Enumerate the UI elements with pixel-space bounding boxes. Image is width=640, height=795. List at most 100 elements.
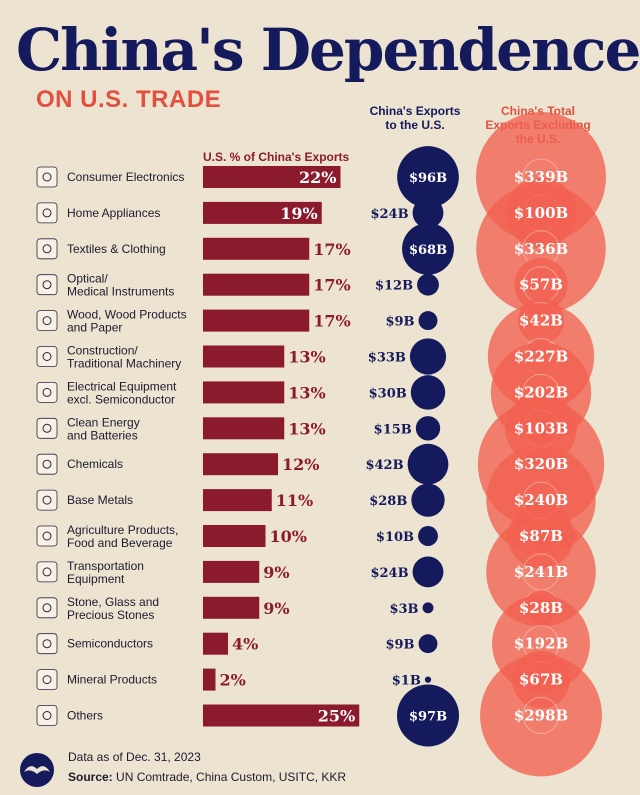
bar-percent-label: 17% <box>313 276 350 295</box>
bubble-us-exports <box>424 676 432 683</box>
others-icon-glyph <box>42 711 52 720</box>
bar-us-percent <box>203 345 285 368</box>
chemicals-icon <box>36 453 58 475</box>
base-metals-icon <box>36 489 58 511</box>
source-label: Source: <box>68 770 113 784</box>
semiconductor-icon <box>36 633 58 655</box>
mineral-icon <box>36 669 58 690</box>
category-label: Optical/Medical Instruments <box>67 272 174 299</box>
bar-percent-label: 17% <box>313 312 350 331</box>
category-label: Home Appliances <box>67 206 160 220</box>
us-exports-value: $33B <box>368 351 406 366</box>
bar-percent-label: 4% <box>232 635 258 654</box>
clothing-icon <box>36 238 58 260</box>
bar-percent-label: 9% <box>263 563 289 582</box>
us-exports-value: $15B <box>374 422 412 437</box>
page-subtitle: ON U.S. TRADE <box>36 86 222 113</box>
total-exports-value: $240B <box>514 491 568 509</box>
category-label: Consumer Electronics <box>67 170 184 184</box>
consumer-electronics-icon-glyph <box>42 172 52 182</box>
us-exports-value: $68B <box>409 243 447 258</box>
us-exports-value: $24B <box>370 566 408 581</box>
bar-percent-label: 13% <box>288 419 325 438</box>
total-exports-value: $298B <box>514 707 568 725</box>
chemicals-icon-glyph <box>42 459 52 469</box>
total-exports-value: $103B <box>514 419 568 437</box>
bubble-us-exports <box>411 483 445 517</box>
us-exports-value: $30B <box>369 386 407 401</box>
bubble-us-exports <box>417 273 439 296</box>
total-exports-value: $42B <box>519 312 563 330</box>
category-label: Others <box>67 709 103 723</box>
bar-percent-label: 10% <box>270 527 307 546</box>
semiconductor-icon-glyph <box>42 639 52 649</box>
category-label: Mineral Products <box>67 673 157 687</box>
us-exports-value: $28B <box>369 494 407 509</box>
category-label: Electrical Equipment excl. Semiconductor <box>67 379 177 406</box>
category-label: Transportation Equipment <box>67 559 144 586</box>
wood-icon <box>36 310 58 332</box>
bubble-us-exports <box>407 443 449 485</box>
transportation-icon-glyph <box>42 567 52 577</box>
us-exports-value: $10B <box>376 530 414 545</box>
us-exports-value: $9B <box>385 315 414 330</box>
us-exports-value: $97B <box>409 710 447 725</box>
bubble-us-exports <box>415 416 441 441</box>
date-note: Data as of Dec. 31, 2023 <box>68 750 201 764</box>
category-label: Stone, Glass and Precious Stones <box>67 595 159 622</box>
agriculture-icon <box>36 525 58 547</box>
bar-percent-label: 12% <box>282 455 319 474</box>
bubble-total-exports <box>480 654 602 777</box>
total-exports-value: $67B <box>519 671 563 689</box>
electrical-equipment-icon <box>36 381 58 403</box>
category-label: Wood, Wood Products and Paper <box>67 308 187 335</box>
us-exports-value: $24B <box>370 207 408 222</box>
us-exports-value: $3B <box>389 602 418 617</box>
category-label: Construction/Traditional Machinery <box>67 344 181 371</box>
others-icon <box>36 705 58 726</box>
category-label: Clean Energy and Batteries <box>67 415 140 442</box>
home-appliances-icon-glyph <box>42 208 52 218</box>
bar-percent-label: 11% <box>276 491 313 510</box>
source-note: Source: UN Comtrade, China Custom, USITC… <box>68 770 346 784</box>
total-exports-value: $28B <box>519 599 563 617</box>
category-label: Base Metals <box>67 493 133 507</box>
bar-percent-label: 19% <box>280 204 317 223</box>
category-label: Agriculture Products, Food and Beverage <box>67 523 178 550</box>
bubble-us-exports <box>402 222 454 275</box>
bar-percent-label: 2% <box>220 671 246 690</box>
bubble-us-exports <box>412 556 444 588</box>
us-exports-value: $1B <box>392 674 421 689</box>
home-appliances-icon <box>36 202 58 224</box>
stone-icon <box>36 597 58 619</box>
bubble-total-exports <box>514 258 568 312</box>
total-exports-value: $241B <box>514 563 568 581</box>
source-text: UN Comtrade, China Custom, USITC, KKR <box>116 770 347 784</box>
total-exports-value: $336B <box>514 240 568 258</box>
bar-us-percent <box>203 273 310 296</box>
machinery-icon-glyph <box>42 352 52 361</box>
bar-us-percent <box>203 166 341 188</box>
consumer-electronics-icon <box>36 166 58 188</box>
wood-icon-glyph <box>42 316 52 326</box>
category-label: Textiles & Clothing <box>67 242 166 256</box>
bubble-total-exports <box>476 184 606 314</box>
bar-percent-label: 9% <box>263 599 289 618</box>
bar-us-percent <box>203 237 310 260</box>
us-exports-value: $9B <box>385 638 414 653</box>
total-exports-value: $202B <box>514 383 568 401</box>
bar-us-percent <box>203 309 310 332</box>
bubble-us-exports <box>409 338 447 375</box>
bar-us-percent <box>203 632 228 655</box>
total-exports-value: $57B <box>519 276 563 294</box>
us-exports-value: $96B <box>409 171 447 186</box>
page-title: China's Dependence <box>16 16 640 84</box>
bar-us-percent <box>203 560 260 583</box>
logo-icon <box>20 753 54 787</box>
bar-us-percent <box>203 596 260 619</box>
bubble-us-exports <box>422 602 434 614</box>
battery-icon <box>36 417 58 439</box>
base-metals-icon-glyph <box>42 495 52 505</box>
bar-us-percent <box>203 704 360 727</box>
